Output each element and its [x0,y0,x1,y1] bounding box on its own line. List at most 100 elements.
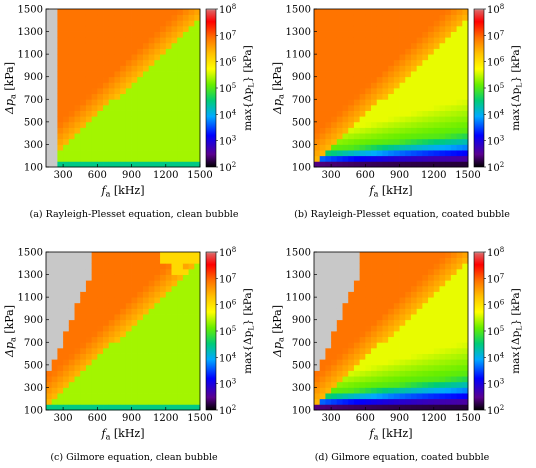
heatmap-cell [331,308,338,315]
heatmap-cell [171,110,178,117]
heatmap-cell [348,302,355,309]
heatmap-cell [160,398,167,405]
heatmap-cell [63,302,70,309]
heatmap-cell [177,14,184,21]
heatmap-cell [365,99,372,106]
heatmap-cell [382,353,389,360]
heatmap-cell [393,127,400,134]
heatmap-cell [142,25,150,32]
heatmap-cell [125,42,132,49]
heatmap-cell [450,93,457,100]
heatmap-cell [393,144,400,151]
heatmap-cell [353,364,361,371]
heatmap-cell [314,25,321,32]
heatmap-cell [365,297,372,304]
heatmap-cell [165,308,172,315]
heatmap-cell [342,285,349,292]
heatmap-cell [74,302,81,309]
heatmap-cell [359,336,366,343]
heatmap-cell [160,280,167,287]
heatmap-cell [462,308,469,315]
heatmap-cell [114,127,121,134]
heatmap-cell [445,359,452,366]
heatmap-cell [91,308,98,315]
heatmap-cell [171,268,178,275]
heatmap-cell [177,116,184,123]
heatmap-cell [148,25,155,32]
heatmap-cell [165,138,172,145]
heatmap-cell [182,54,189,61]
heatmap-cell [103,314,110,321]
heatmap-cell [462,127,469,134]
heatmap-cell [348,82,355,89]
heatmap-cell [445,342,452,349]
heatmap-cell [336,393,343,400]
heatmap-cell [91,54,98,61]
heatmap-cell [188,347,195,354]
heatmap-cell [462,404,469,411]
heatmap-cell [462,331,469,338]
heatmap-cell [103,37,110,44]
heatmap-cell [336,308,343,315]
heatmap-cell [108,25,115,32]
heatmap-cell [91,280,98,287]
heatmap-cell [371,99,378,106]
heatmap-cell [416,342,423,349]
heatmap-cell [171,20,178,27]
heatmap-cell [142,138,150,145]
heatmap-cell [410,280,418,287]
heatmap-cell [63,274,70,281]
heatmap-cell [439,376,446,383]
heatmap-cell [188,65,195,72]
heatmap-cell [74,342,81,349]
heatmap-cell [171,342,178,349]
heatmap-cell [376,144,383,151]
heatmap-cell [445,381,452,388]
heatmap-cell [353,398,361,405]
heatmap-cell [182,308,189,315]
heatmap-cell [171,280,178,287]
heatmap-cell [177,82,184,89]
heatmap-cell [188,104,195,111]
heatmap-cell [331,398,338,405]
heatmap-cell [182,353,189,360]
heatmap-cell [365,302,372,309]
heatmap-cell [314,274,321,281]
heatmap-cell [371,76,378,83]
heatmap-cell [63,42,70,49]
heatmap-cell [359,150,366,157]
heatmap-cell [171,370,178,377]
heatmap-cell [142,347,150,354]
heatmap-cell [388,404,395,411]
heatmap-cell [462,25,469,32]
heatmap-cell [331,48,338,55]
heatmap-cell [142,263,150,270]
heatmap-cell [450,297,457,304]
heatmap-cell [450,353,457,360]
heatmap-cell [348,133,355,140]
heatmap-cell [97,25,104,32]
heatmap-cell [148,150,155,157]
heatmap-cell [91,99,98,106]
heatmap-cell [456,121,463,128]
heatmap-cell [108,297,115,304]
heatmap-cell [188,280,195,287]
heatmap-cell [182,285,189,292]
heatmap-cell [376,398,383,405]
heatmap-cell [359,274,366,281]
heatmap-cell [331,54,338,61]
heatmap-cell [325,308,332,315]
heatmap-cell [91,393,98,400]
heatmap-cell [371,133,378,140]
heatmap-cell [428,37,435,44]
heatmap-cell [74,297,81,304]
heatmap-cell [462,274,469,281]
heatmap-cell [456,297,463,304]
heatmap-cell [314,314,321,321]
heatmap-cell [177,76,184,83]
heatmap-cell [331,116,338,123]
heatmap-cell [319,76,326,83]
heatmap-cell [314,110,321,117]
heatmap-cell [325,59,332,66]
heatmap-cell [63,359,70,366]
